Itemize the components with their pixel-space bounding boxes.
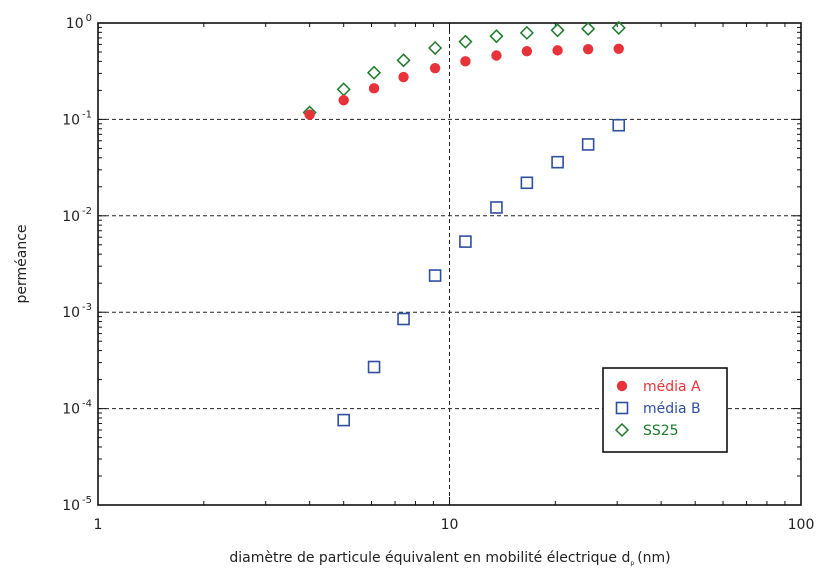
data-point <box>428 40 443 56</box>
legend-marker <box>614 422 630 438</box>
data-point <box>552 45 563 56</box>
y-tick-label: 10 -1 <box>62 109 92 128</box>
x-axis-label: diamètre de particule équivalent en mobi… <box>229 550 670 567</box>
y-tick-label-exponent: -5 <box>82 495 92 506</box>
y-tick-label-exponent: -1 <box>82 109 92 120</box>
y-tick-label-exponent: -3 <box>82 302 92 313</box>
data-point <box>398 71 409 83</box>
data-points <box>302 20 626 427</box>
y-tick-label: 10 -3 <box>62 302 92 321</box>
legend-marker <box>615 401 629 415</box>
data-point <box>429 62 441 74</box>
x-axis-label-text: diamètre de particule équivalent en mobi… <box>229 550 617 566</box>
legend-items: média A média B SS25 <box>614 379 701 439</box>
data-point <box>611 20 626 35</box>
x-tick-label: 10 <box>441 517 459 533</box>
x-axis-label-subscript: p <box>630 560 634 567</box>
legend-marker <box>616 380 628 392</box>
y-tick-label: 10 -4 <box>62 399 92 418</box>
data-point <box>489 29 504 44</box>
legend: média A média B SS25 <box>602 367 728 453</box>
data-point <box>458 34 473 49</box>
legend-label: média A <box>643 379 701 395</box>
data-point <box>551 155 564 169</box>
data-point <box>582 43 594 55</box>
data-point <box>519 25 534 40</box>
data-point <box>550 23 565 38</box>
legend-label: SS25 <box>643 423 679 439</box>
x-tick-label: 100 <box>788 517 815 533</box>
data-point <box>612 118 626 132</box>
y-tick-label-exponent: -4 <box>82 399 92 410</box>
y-tick-label: 10 -5 <box>62 495 92 514</box>
data-point <box>338 95 349 106</box>
data-point <box>581 138 595 151</box>
data-point <box>491 50 502 61</box>
data-point <box>520 176 534 190</box>
data-point <box>367 360 381 374</box>
data-point <box>428 269 442 282</box>
y-tick-label-base: 10 <box>66 16 84 32</box>
data-point <box>613 43 624 54</box>
y-tick-label-exponent: -2 <box>82 206 92 217</box>
y-tick-label-exponent: 0 <box>86 13 92 24</box>
y-tick-label: 10 -2 <box>62 206 92 225</box>
data-point <box>396 53 411 68</box>
data-point <box>397 312 410 326</box>
data-point <box>366 65 382 80</box>
data-point <box>490 201 503 214</box>
data-point <box>459 235 472 248</box>
data-point <box>337 413 350 427</box>
legend-label: média B <box>643 401 701 417</box>
data-point <box>581 21 596 36</box>
x-tick-label: 1 <box>94 517 103 533</box>
y-tick-label: 10 0 <box>66 13 92 32</box>
y-tick-label-base: 10 <box>62 402 80 418</box>
data-point <box>304 109 315 120</box>
data-point <box>336 82 351 97</box>
y-tick-label-base: 10 <box>62 112 80 128</box>
y-tick-label-base: 10 <box>62 209 80 225</box>
data-point <box>521 45 533 57</box>
y-tick-label-base: 10 <box>62 305 80 321</box>
data-point <box>368 83 380 94</box>
x-axis-label-symbol: d <box>622 550 631 566</box>
y-axis-label: perméance <box>14 224 30 303</box>
grid <box>98 23 801 505</box>
x-axis-label-unit: (nm) <box>637 550 670 566</box>
y-tick-label-base: 10 <box>62 498 80 514</box>
data-point <box>460 56 471 67</box>
